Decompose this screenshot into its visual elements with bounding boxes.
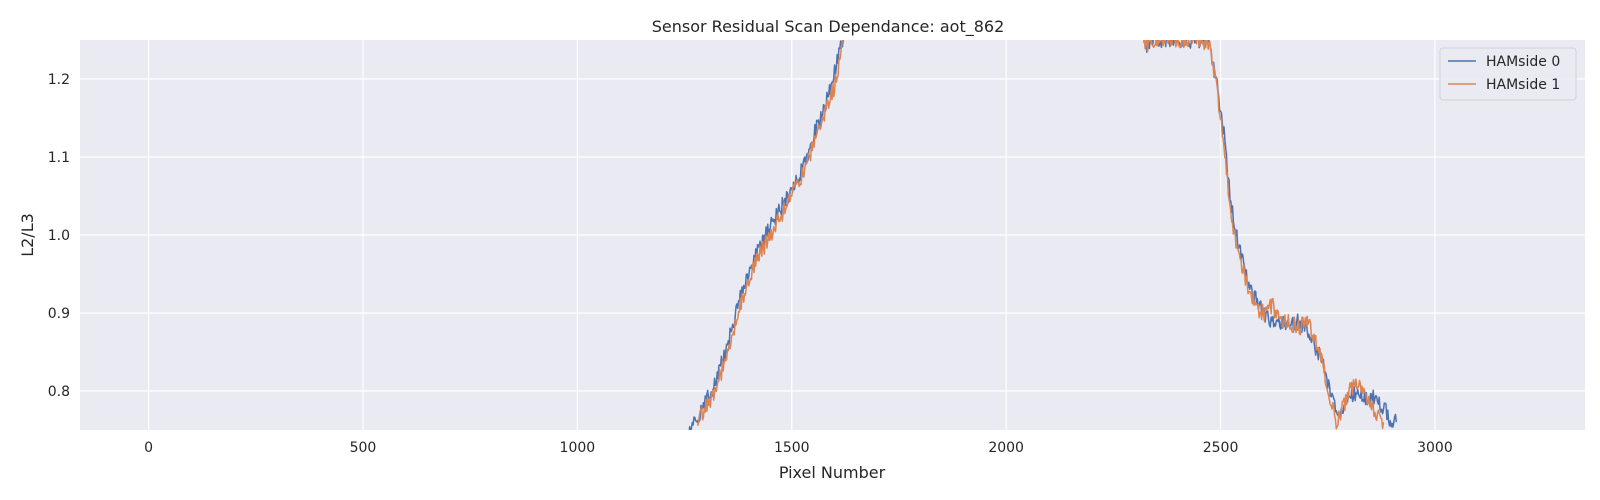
x-tick-label: 3000: [1417, 440, 1453, 456]
y-tick-label: 0.9: [48, 306, 70, 322]
x-tick-label: 1500: [774, 440, 810, 456]
y-axis-label: L2/L3: [18, 213, 37, 257]
grid-lines: [80, 40, 1585, 430]
series-line-hamside-0: [688, 40, 844, 430]
x-tick-label: 1000: [560, 440, 596, 456]
y-tick-labels: 0.8 0.9 1.0 1.1 1.2: [48, 72, 70, 400]
x-tick-label: 500: [350, 440, 377, 456]
series-layer: [688, 40, 1398, 430]
series-line-hamside-1: [1143, 40, 1385, 430]
legend-label-hamside-1: HAMside 1: [1486, 77, 1560, 93]
y-tick-label: 0.8: [48, 384, 70, 400]
x-tick-label: 0: [144, 440, 153, 456]
x-tick-label: 2500: [1203, 440, 1239, 456]
y-tick-label: 1.2: [48, 72, 70, 88]
x-axis-label: Pixel Number: [779, 463, 886, 482]
series-line-hamside-1: [696, 40, 844, 427]
x-tick-labels: 0 500 1000 1500 2000 2500 3000: [144, 440, 1453, 456]
y-tick-label: 1.0: [48, 228, 70, 244]
x-tick-label: 2000: [988, 440, 1024, 456]
y-tick-label: 1.1: [48, 150, 70, 166]
legend: HAMside 0 HAMside 1: [1439, 47, 1577, 101]
chart-title: Sensor Residual Scan Dependance: aot_862: [652, 17, 1005, 37]
legend-label-hamside-0: HAMside 0: [1486, 54, 1560, 70]
